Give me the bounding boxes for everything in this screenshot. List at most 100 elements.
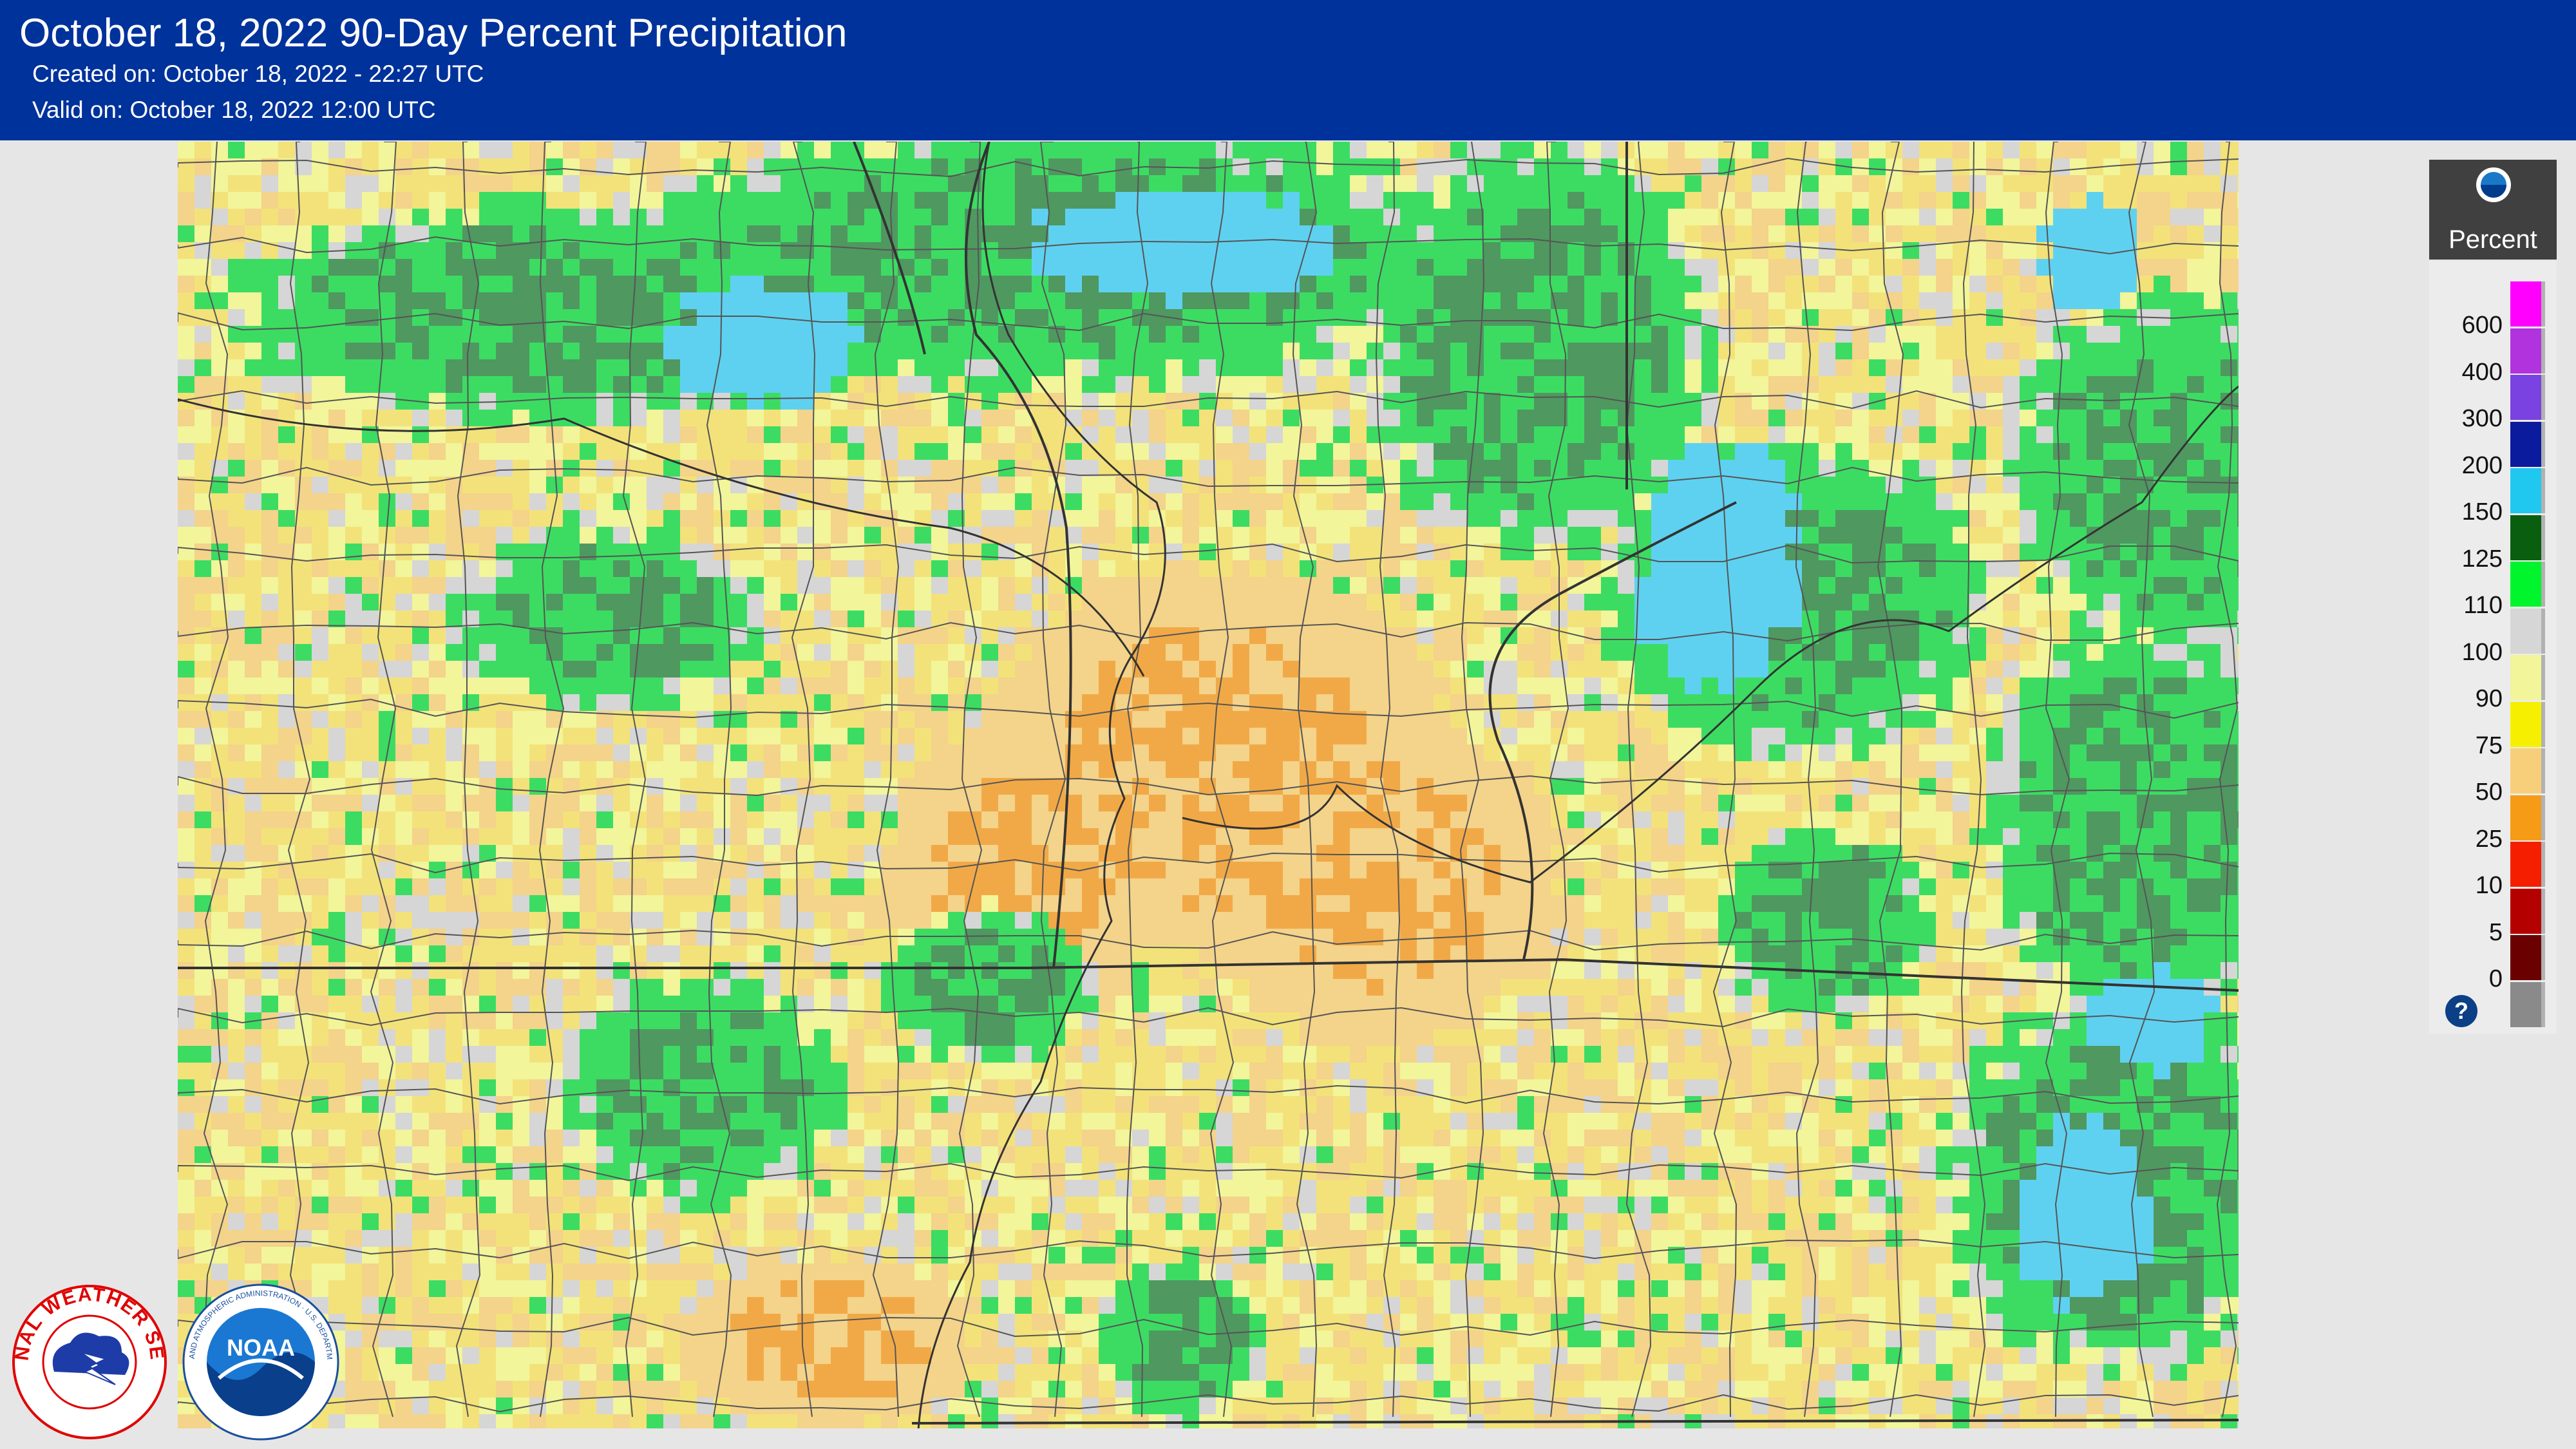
precip-cell	[2204, 744, 2221, 762]
precip-cell	[764, 326, 781, 343]
precip-cell	[1233, 242, 1250, 260]
precip-cell	[395, 811, 413, 829]
precip-cell	[1099, 410, 1116, 427]
precip-cell	[1450, 761, 1468, 779]
precip-cell	[1852, 142, 1870, 159]
precip-cell	[211, 292, 229, 310]
precip-cell	[1350, 778, 1367, 795]
precip-cell	[563, 477, 580, 494]
precip-cell	[2137, 611, 2154, 628]
precip-cell	[194, 158, 212, 176]
precip-cell	[194, 527, 212, 544]
precip-cell	[764, 393, 781, 410]
precipitation-map[interactable]	[178, 142, 2239, 1428]
precip-cell	[613, 309, 630, 327]
precip-cell	[931, 795, 949, 812]
precip-cell	[278, 510, 296, 527]
precip-cell	[613, 744, 630, 762]
precip-cell	[764, 259, 781, 276]
precip-cell	[1902, 560, 1920, 578]
precip-cell	[1902, 744, 1920, 762]
precip-cell	[1969, 292, 1987, 310]
precip-cell	[864, 142, 882, 159]
precip-cell	[312, 594, 329, 611]
precip-cell	[898, 343, 915, 360]
precip-cell	[1768, 225, 1786, 243]
precip-cell	[496, 761, 513, 779]
precip-cell	[479, 209, 497, 226]
precip-cell	[797, 744, 815, 762]
precip-cell	[931, 694, 949, 712]
precip-cell	[596, 493, 614, 511]
precip-cell	[1785, 761, 1803, 779]
precip-cell	[328, 711, 346, 728]
precip-cell	[2120, 292, 2137, 310]
precip-cell	[1802, 510, 1819, 527]
precip-cell	[529, 259, 547, 276]
precip-cell	[1182, 493, 1200, 511]
precip-cell	[580, 443, 597, 460]
precip-cell	[2137, 443, 2154, 460]
precip-cell	[1316, 594, 1334, 611]
precip-cell	[730, 728, 748, 745]
precip-cell	[1166, 460, 1183, 477]
precip-cell	[1015, 175, 1032, 193]
precip-cell	[178, 343, 195, 360]
precip-cell	[1668, 694, 1685, 712]
precip-cell	[981, 242, 999, 260]
precip-cell	[680, 359, 697, 377]
precip-cell	[730, 778, 748, 795]
precip-cell	[1316, 259, 1334, 276]
precip-cell	[630, 594, 647, 611]
precip-cell	[1350, 209, 1367, 226]
precip-cell	[1634, 744, 1652, 762]
precip-cell	[228, 175, 245, 193]
precip-cell	[1367, 711, 1384, 728]
precip-cell	[1685, 661, 1702, 678]
precip-cell	[831, 192, 848, 209]
precip-cell	[1852, 627, 1870, 645]
precip-cell	[1902, 795, 1920, 812]
precip-cell	[1216, 577, 1233, 594]
precip-cell	[563, 426, 580, 444]
precip-cell	[1701, 209, 1719, 226]
precip-cell	[1316, 410, 1334, 427]
precip-cell	[2087, 594, 2104, 611]
precip-cell	[965, 761, 982, 779]
precip-cell	[2237, 594, 2239, 611]
precip-cell	[1417, 209, 1434, 226]
precip-cell	[1501, 577, 1518, 594]
precip-cell	[914, 560, 932, 578]
precip-cell	[647, 510, 664, 527]
precip-cell	[1082, 343, 1099, 360]
precip-cell	[814, 343, 831, 360]
precip-cell	[2221, 644, 2238, 661]
precip-cell	[462, 644, 480, 661]
precip-cell	[563, 175, 580, 193]
precip-cell	[1467, 426, 1484, 444]
precip-cell	[1400, 376, 1417, 393]
precip-cell	[1802, 242, 1819, 260]
precip-cell	[2020, 644, 2037, 661]
precip-cell	[1082, 376, 1099, 393]
precip-cell	[1099, 209, 1116, 226]
precip-cell	[429, 376, 446, 393]
precip-cell	[362, 661, 379, 678]
precip-cell	[1065, 276, 1083, 293]
precip-cell	[1869, 326, 1886, 343]
precip-cell	[1768, 611, 1786, 628]
precip-cell	[2036, 343, 2054, 360]
precip-cell	[328, 393, 346, 410]
precip-cell	[1886, 460, 1903, 477]
precip-cell	[998, 158, 1016, 176]
precip-cell	[2036, 393, 2054, 410]
precip-cell	[1835, 527, 1853, 544]
precip-cell	[1300, 560, 1317, 578]
precip-cell	[981, 493, 999, 511]
precip-cell	[1199, 795, 1217, 812]
precip-cell	[1316, 309, 1334, 327]
precip-cell	[580, 359, 597, 377]
precip-cell	[2020, 410, 2037, 427]
precip-cell	[1400, 426, 1417, 444]
precip-cell	[764, 209, 781, 226]
